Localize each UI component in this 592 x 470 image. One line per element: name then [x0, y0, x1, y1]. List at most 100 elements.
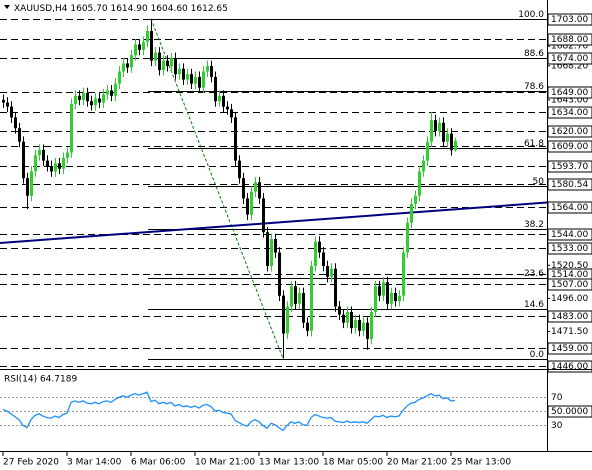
- marks-layer: [2, 18, 457, 432]
- candle-body: [70, 103, 73, 153]
- candle-body: [202, 71, 205, 88]
- candle-body: [66, 152, 69, 158]
- candle-body: [50, 166, 53, 172]
- candle-body: [102, 94, 105, 103]
- candle-body: [150, 30, 153, 61]
- candle-body: [230, 109, 233, 118]
- candle-body: [402, 252, 405, 296]
- candle-body: [430, 120, 433, 142]
- fibo-label: 23.6: [524, 269, 544, 279]
- candle-body: [246, 198, 249, 215]
- collapse-icon[interactable]: [4, 5, 10, 9]
- level-label: 1649.00: [551, 88, 588, 98]
- candle-body: [126, 63, 129, 68]
- candle-body: [250, 191, 253, 215]
- candle-body: [450, 133, 453, 151]
- candle-body: [94, 98, 97, 106]
- candle-body: [406, 222, 409, 253]
- candle-body: [258, 182, 261, 199]
- candle-body: [90, 101, 93, 106]
- candle-body: [10, 106, 13, 118]
- candle-body: [314, 241, 317, 266]
- candle-body: [278, 252, 281, 296]
- level-label: 1593.70: [551, 162, 588, 172]
- level-label: 1459.00: [551, 344, 588, 354]
- rsi-tick-label: 30: [551, 421, 563, 431]
- candle-body: [14, 117, 17, 129]
- x-tick-label: 13 Mar 13:00: [259, 458, 319, 468]
- fibo-label: 100.0: [518, 10, 544, 20]
- chart-header: XAUUSD,H4 1605.70 1614.90 1604.60 1612.6…: [14, 4, 228, 14]
- x-tick-label: 20 Mar 21:00: [387, 458, 447, 468]
- candle-body: [414, 195, 417, 204]
- candle-body: [310, 265, 313, 331]
- candle-body: [302, 293, 305, 323]
- candle-body: [42, 149, 45, 161]
- candle-body: [442, 122, 445, 142]
- x-tick-label: 27 Feb 2020: [3, 458, 59, 468]
- candle-body: [350, 311, 353, 329]
- candle-body: [6, 102, 9, 107]
- candle-body: [238, 160, 241, 179]
- candle-body: [426, 141, 429, 161]
- candle-body: [422, 160, 425, 172]
- rsi-tick-label: 50.0000: [551, 407, 588, 417]
- level-label: 1564.00: [551, 203, 588, 213]
- candle-body: [182, 68, 185, 80]
- candle-body: [110, 90, 113, 96]
- candle-body: [46, 160, 49, 167]
- candle-body: [330, 268, 333, 277]
- candle-body: [334, 268, 337, 307]
- candle-body: [82, 93, 85, 100]
- candle-body: [146, 30, 149, 42]
- header-open: 1605.70: [70, 4, 107, 14]
- candle-body: [178, 68, 181, 75]
- rsi-line: [2, 391, 456, 432]
- candle-body: [122, 63, 125, 72]
- candle-body: [262, 198, 265, 233]
- candle-body: [26, 178, 29, 196]
- candle-body: [74, 95, 77, 104]
- candle-body: [454, 140, 457, 151]
- candle-body: [294, 286, 297, 304]
- level-label: 1544.00: [551, 230, 588, 240]
- candle-body: [362, 322, 365, 331]
- candle-body: [394, 293, 397, 302]
- candle-body: [22, 141, 25, 179]
- header-high: 1614.90: [110, 4, 147, 14]
- y-tick-label: 1643.00: [551, 95, 588, 105]
- candle-body: [98, 98, 101, 103]
- y-tick-label: 1668.20: [551, 61, 588, 71]
- level-label: 1620.00: [551, 127, 588, 137]
- candle-body: [158, 52, 161, 71]
- candle-body: [242, 178, 245, 199]
- candle-body: [234, 117, 237, 161]
- candle-body: [346, 311, 349, 323]
- level-label: 1514.00: [551, 270, 588, 280]
- candle-body: [370, 311, 373, 339]
- candle-body: [214, 76, 217, 102]
- candle-body: [446, 133, 449, 142]
- candle-body: [18, 128, 21, 142]
- candle-body: [410, 203, 413, 223]
- candle-body: [266, 232, 269, 266]
- candle-body: [274, 238, 277, 253]
- candle-body: [322, 252, 325, 266]
- candle-body: [174, 57, 177, 75]
- y-tick-label: 1520.50: [551, 261, 588, 271]
- candle-body: [206, 66, 209, 72]
- y-tick-label: 1496.00: [551, 294, 588, 304]
- candle-body: [186, 74, 189, 80]
- candle-body: [438, 122, 441, 131]
- x-tick-label: 6 Mar 06:00: [131, 458, 186, 468]
- candle-body: [162, 60, 165, 71]
- candle-body: [2, 99, 5, 103]
- candle-body: [130, 55, 133, 68]
- candle-body: [190, 74, 193, 84]
- candle-body: [342, 314, 345, 323]
- candle-body: [382, 282, 385, 296]
- candle-body: [290, 286, 293, 307]
- level-label: 1533.00: [551, 244, 588, 254]
- fibo-label: 0.0: [530, 350, 545, 360]
